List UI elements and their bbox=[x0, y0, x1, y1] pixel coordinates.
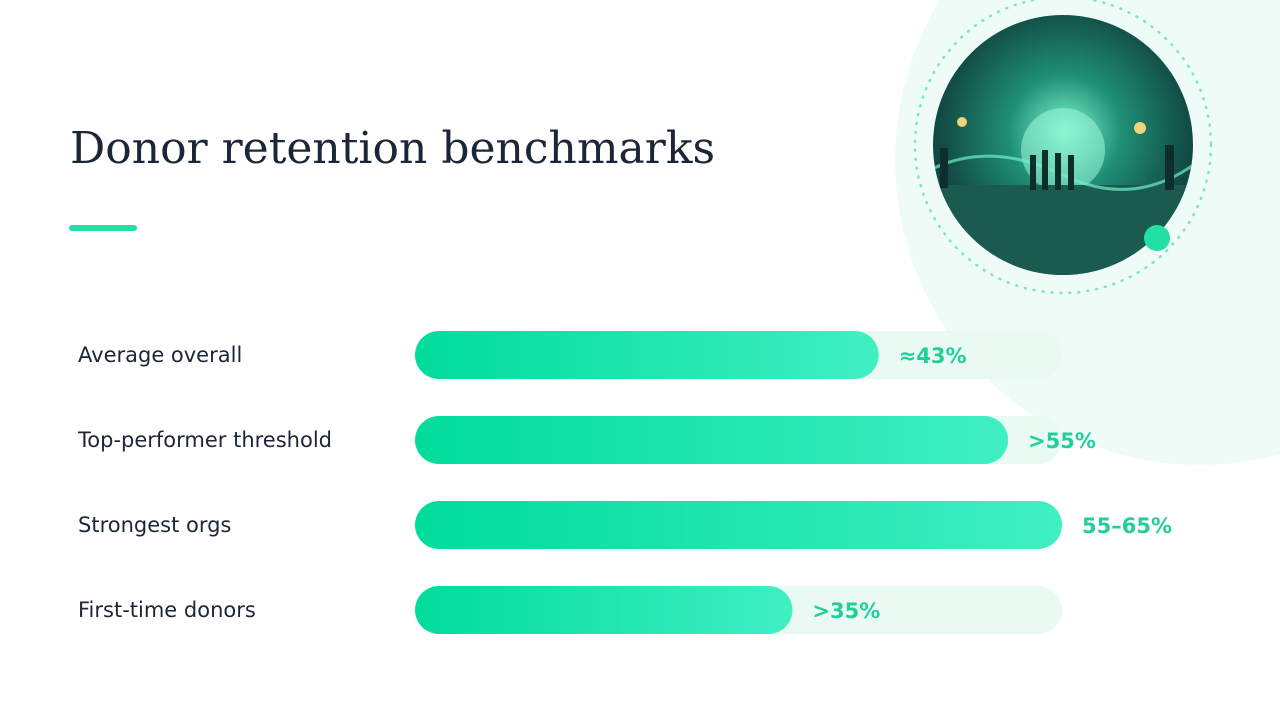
category-label: First-time donors bbox=[78, 598, 256, 622]
category-label: Top-performer threshold bbox=[77, 428, 332, 452]
bar bbox=[415, 586, 793, 634]
bar-chart: Average overall ≈43% Top-performer thresho… bbox=[77, 331, 1172, 634]
accent-dot bbox=[1144, 225, 1170, 251]
bar bbox=[415, 331, 879, 379]
bar bbox=[415, 416, 1009, 464]
value-label: 55–65% bbox=[1082, 514, 1172, 538]
category-label: Strongest orgs bbox=[78, 513, 231, 537]
illustration bbox=[933, 15, 1193, 275]
value-label: ≈43% bbox=[899, 344, 967, 368]
value-label: >35% bbox=[812, 599, 880, 623]
category-label: Average overall bbox=[78, 343, 242, 367]
value-label: >55% bbox=[1028, 429, 1096, 453]
dotted-ring bbox=[913, 0, 1213, 295]
chart-title: Donor retention benchmarks bbox=[70, 123, 715, 174]
title-underline bbox=[69, 225, 137, 231]
bar bbox=[415, 501, 1062, 549]
